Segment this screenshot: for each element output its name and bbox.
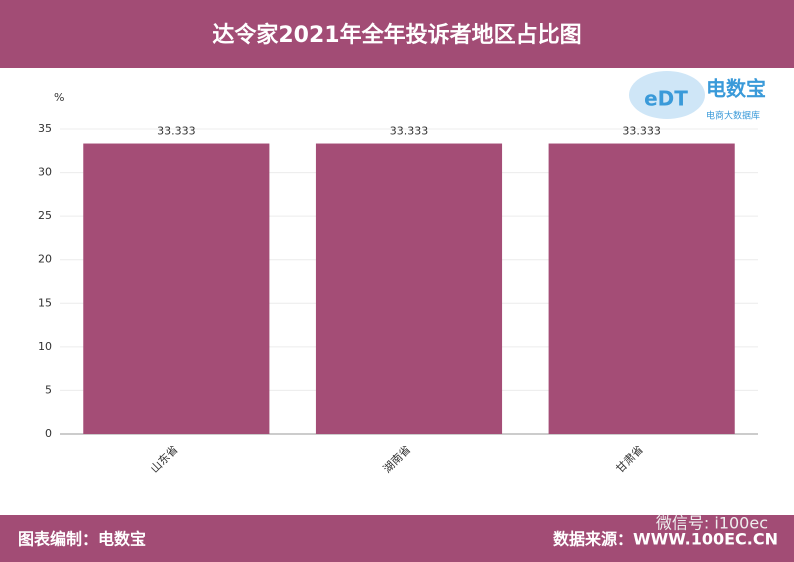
y-tick-label: 0 bbox=[45, 427, 52, 440]
value-label: 33.333 bbox=[390, 125, 429, 138]
y-tick-label: 25 bbox=[38, 209, 52, 222]
header-band bbox=[0, 0, 794, 68]
y-tick-label: 20 bbox=[38, 253, 52, 266]
value-label: 33.333 bbox=[622, 125, 661, 138]
watermark: 微信号: i100ec bbox=[656, 514, 768, 533]
logo-mark: eDT bbox=[644, 87, 688, 111]
y-tick-label: 15 bbox=[38, 296, 52, 309]
footer-right: 数据来源：WWW.100EC.CN bbox=[553, 530, 778, 549]
logo-name: 电数宝 bbox=[706, 77, 766, 101]
bar bbox=[548, 143, 735, 434]
footer-left: 图表编制：电数宝 bbox=[18, 530, 146, 549]
footer-band bbox=[0, 515, 794, 562]
logo-cloud bbox=[629, 71, 705, 119]
value-label: 33.333 bbox=[157, 125, 196, 138]
logo-tagline: 电商大数据库 bbox=[706, 110, 760, 122]
chart-title: 达令家2021年全年投诉者地区占比图 bbox=[212, 22, 581, 48]
y-tick-label: 5 bbox=[45, 383, 52, 396]
bar bbox=[315, 143, 503, 434]
y-tick-label: 10 bbox=[38, 340, 52, 353]
y-tick-label: 30 bbox=[38, 166, 52, 179]
bar bbox=[83, 143, 270, 434]
y-tick-label: 35 bbox=[38, 122, 52, 135]
y-axis-label: % bbox=[54, 91, 64, 104]
